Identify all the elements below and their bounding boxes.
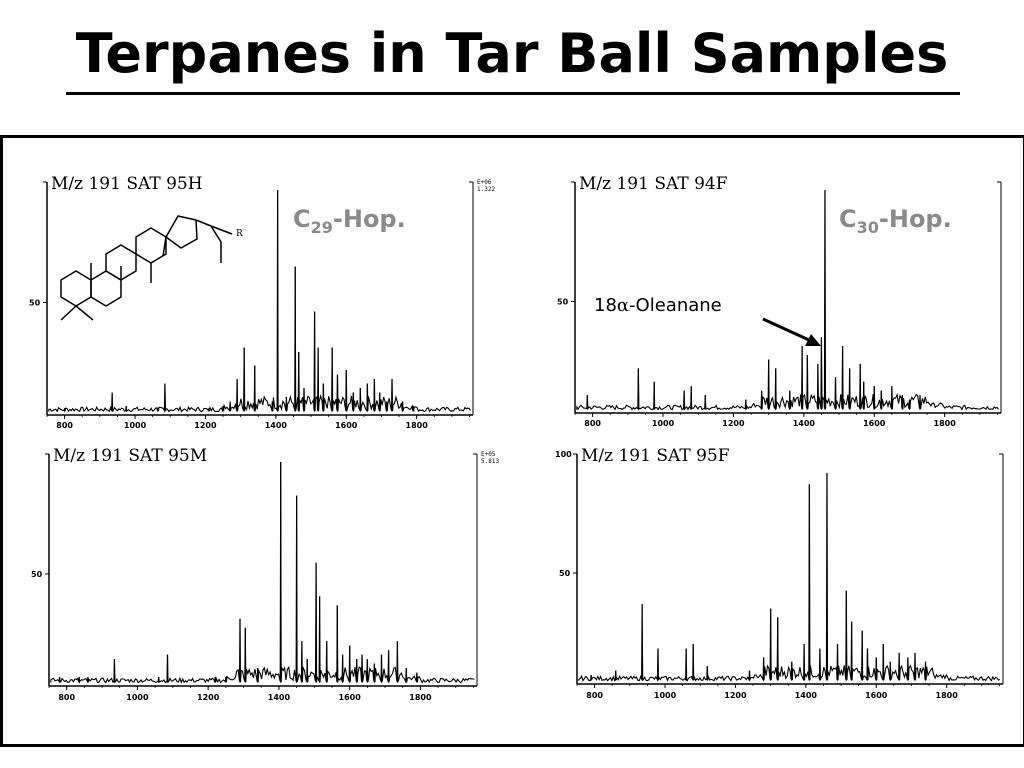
chromatogram-panel-1: M/z 191 SAT 95H E+061.322 50 800 1000 1200 140… bbox=[29, 174, 495, 430]
x-tick-label: 1400 bbox=[265, 421, 288, 430]
oleanane-prefix: 18 bbox=[594, 295, 617, 316]
x-tick-label: 800 bbox=[58, 693, 75, 702]
chromatogram-panels: M/z 191 SAT 95H E+061.322 50 800 1000 1200 140… bbox=[29, 174, 1004, 702]
c29-hopane-label: C29-Hop. bbox=[293, 205, 406, 237]
trace-line bbox=[50, 461, 475, 684]
x-tick-label: 1800 bbox=[934, 419, 957, 428]
sample-label: M/z 191 SAT 94F bbox=[579, 174, 728, 194]
sample-label: M/z 191 SAT 95H bbox=[51, 174, 203, 194]
slide-title: Terpanes in Tar Ball Samples bbox=[75, 22, 949, 85]
trace-line bbox=[48, 189, 471, 413]
x-tick-label: 1800 bbox=[936, 691, 959, 700]
x-tick-label: 1200 bbox=[194, 421, 217, 430]
c30-hopane-label: C30-Hop. bbox=[839, 205, 952, 237]
y-top-label: 100 bbox=[555, 450, 572, 459]
x-tick-label: 1600 bbox=[335, 421, 358, 430]
y-tick-label: 50 bbox=[557, 298, 569, 307]
x-tick-label: 1400 bbox=[268, 693, 291, 702]
x-tick-label: 1000 bbox=[124, 421, 147, 430]
y-tick-label: 50 bbox=[29, 299, 41, 308]
x-tick-label: 1200 bbox=[722, 419, 745, 428]
chromatogram-panel-2: M/z 191 SAT 94F 50 800 1000 1200 1400 1600 1800 bbox=[557, 174, 1002, 428]
x-tick-label: 1400 bbox=[795, 691, 818, 700]
figure-frame: M/z 191 SAT 95H E+06 1.322 50 800 1000 1200 140… bbox=[0, 135, 1024, 747]
x-tick-label: 1000 bbox=[654, 691, 677, 700]
chromatogram-figure: M/z 191 SAT 95H E+061.322 50 800 1000 1200 140… bbox=[29, 174, 1004, 702]
y-tick-label: 50 bbox=[31, 570, 43, 579]
x-tick-label: 1600 bbox=[863, 419, 886, 428]
scale-label: E+06 bbox=[477, 179, 492, 186]
chromatogram-panel-3: M/z 191 SAT 95M E+055.813 50 800 1000 1200 140… bbox=[31, 446, 499, 702]
sample-label: M/z 191 SAT 95F bbox=[581, 446, 730, 466]
scale-label: E+05 bbox=[481, 451, 496, 458]
x-tick-label: 1200 bbox=[197, 693, 220, 702]
x-tick-label: 800 bbox=[584, 419, 601, 428]
x-tick-label: 800 bbox=[56, 421, 73, 430]
title-underline bbox=[66, 92, 960, 95]
x-tick-label: 1800 bbox=[409, 693, 432, 702]
x-tick-label: 1600 bbox=[339, 693, 362, 702]
x-tick-label: 1800 bbox=[406, 421, 429, 430]
c30-label-c: C bbox=[839, 205, 857, 233]
c29-label-sub: 29 bbox=[311, 218, 333, 237]
scale-label: 5.813 bbox=[481, 458, 499, 465]
scale-label: 1.322 bbox=[477, 186, 495, 193]
oleanane-label: 18α-Oleanane bbox=[594, 295, 722, 316]
sample-label: M/z 191 SAT 95M bbox=[53, 446, 207, 466]
structure-r-label: R bbox=[236, 229, 243, 239]
trace-line bbox=[578, 473, 1001, 682]
x-tick-label: 1400 bbox=[793, 419, 816, 428]
chromatogram-panel-4: M/z 191 SAT 95F 100 50 800 1000 1200 1400 1600 1… bbox=[555, 446, 1004, 700]
x-tick-label: 1000 bbox=[652, 419, 675, 428]
c30-label-suffix: -Hop. bbox=[879, 205, 952, 233]
x-tick-label: 1600 bbox=[865, 691, 888, 700]
c29-label-c: C bbox=[293, 205, 311, 233]
c29-label-suffix: -Hop. bbox=[333, 205, 406, 233]
c30-label-sub: 30 bbox=[857, 218, 879, 237]
oleanane-alpha: α bbox=[617, 295, 629, 316]
x-tick-label: 1000 bbox=[126, 693, 149, 702]
arrow-to-oleanane-peak-icon bbox=[762, 317, 821, 346]
x-tick-label: 800 bbox=[586, 691, 603, 700]
y-tick-label: 50 bbox=[559, 569, 571, 578]
hopane-structure-icon bbox=[60, 215, 233, 321]
oleanane-suffix: -Oleanane bbox=[629, 295, 722, 316]
x-tick-label: 1200 bbox=[724, 691, 747, 700]
